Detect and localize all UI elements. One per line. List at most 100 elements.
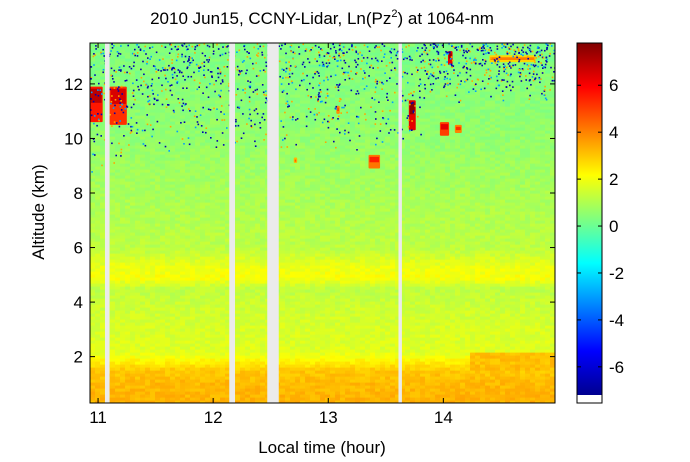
heatmap-cell	[195, 331, 201, 335]
heatmap-cell	[540, 370, 546, 374]
heatmap-cell	[355, 307, 361, 311]
heatmap-cell	[200, 361, 206, 365]
heatmap-cell	[410, 298, 416, 302]
heatmap-cell	[225, 394, 231, 398]
heatmap-cell	[165, 337, 171, 341]
heatmap-cell	[155, 334, 161, 338]
heatmap-cell	[415, 289, 421, 293]
heatmap-cell	[295, 289, 301, 293]
heatmap-cell	[510, 370, 516, 374]
heatmap-cell	[195, 322, 201, 326]
heatmap-cell	[100, 328, 106, 332]
heatmap-cell	[420, 304, 426, 308]
heatmap-cell	[465, 310, 471, 314]
heatmap-cell	[315, 313, 321, 317]
heatmap-cell	[515, 328, 521, 332]
heatmap-cell	[100, 376, 106, 380]
heatmap-cell	[350, 325, 356, 329]
heatmap-cell	[245, 361, 251, 365]
heatmap-cell	[500, 295, 506, 299]
heatmap-cell	[420, 370, 426, 374]
heatmap-cell	[510, 379, 516, 383]
heatmap-cell	[170, 352, 176, 356]
heatmap-cell	[365, 346, 371, 350]
heatmap-cell	[90, 331, 96, 335]
heatmap-cell	[220, 268, 226, 272]
heatmap-cell	[420, 358, 426, 362]
heatmap-cell	[190, 298, 196, 302]
heatmap-cell	[370, 283, 376, 287]
heatmap-cell	[300, 310, 306, 314]
heatmap-cell	[365, 268, 371, 272]
heatmap-cell	[300, 373, 306, 377]
heatmap-cell	[130, 289, 136, 293]
heatmap-cell	[140, 334, 146, 338]
heatmap-cell	[295, 301, 301, 305]
heatmap-cell	[300, 358, 306, 362]
heatmap-cell	[420, 283, 426, 287]
heatmap-cell	[445, 283, 451, 287]
heatmap-cell	[225, 331, 231, 335]
heatmap-cell	[295, 295, 301, 299]
heatmap-cell	[315, 292, 321, 296]
heatmap-cell	[520, 361, 526, 365]
heatmap-cell	[190, 370, 196, 374]
heatmap-cell	[540, 286, 546, 290]
heatmap-cell	[135, 394, 141, 398]
heatmap-cell	[335, 331, 341, 335]
heatmap-cell	[245, 322, 251, 326]
heatmap-cell	[300, 334, 306, 338]
heatmap-cell	[435, 358, 441, 362]
heatmap-cell	[470, 376, 476, 380]
heatmap-cell	[245, 376, 251, 380]
heatmap-cell	[145, 319, 151, 323]
heatmap-cell	[280, 283, 286, 287]
heatmap-cell	[345, 316, 351, 320]
heatmap-cell	[470, 373, 476, 377]
heatmap-cell	[525, 397, 531, 401]
heatmap-cell	[210, 322, 216, 326]
heatmap-cell	[350, 355, 356, 359]
heatmap-cell	[110, 325, 116, 329]
heatmap-cell	[350, 337, 356, 341]
heatmap-cell	[260, 286, 266, 290]
heatmap-cell	[430, 331, 436, 335]
heatmap-cell	[380, 301, 386, 305]
heatmap-cell	[300, 319, 306, 323]
heatmap-cell	[385, 355, 391, 359]
heatmap-cell	[405, 286, 411, 290]
heatmap-cell	[110, 289, 116, 293]
heatmap-cell	[305, 397, 311, 401]
heatmap-cell	[290, 277, 296, 281]
heatmap-cell	[480, 364, 486, 368]
heatmap-cell	[350, 274, 356, 278]
heatmap-cell	[115, 310, 121, 314]
heatmap-cell	[370, 298, 376, 302]
heatmap-cell	[180, 316, 186, 320]
heatmap-cell	[90, 394, 96, 398]
heatmap-cell	[365, 307, 371, 311]
heatmap-cell	[415, 385, 421, 389]
heatmap-cell	[150, 364, 156, 368]
heatmap-cell	[485, 313, 491, 317]
heatmap-cell	[400, 337, 406, 341]
heatmap-cell	[140, 316, 146, 320]
heatmap-cell	[90, 358, 96, 362]
heatmap-cell	[240, 286, 246, 290]
heatmap-cell	[100, 382, 106, 386]
heatmap-cell	[445, 268, 451, 272]
heatmap-cell	[485, 394, 491, 398]
heatmap-cell	[400, 310, 406, 314]
heatmap-cell	[185, 328, 191, 332]
heatmap-cell	[195, 373, 201, 377]
heatmap-cell	[280, 358, 286, 362]
heatmap-cell	[165, 364, 171, 368]
heatmap-cell	[545, 334, 551, 338]
heatmap-cell	[90, 400, 96, 403]
heatmap-cell	[335, 379, 341, 383]
heatmap-cell	[410, 340, 416, 344]
heatmap-cell	[170, 355, 176, 359]
heatmap-cell	[305, 364, 311, 368]
heatmap-cell	[480, 310, 486, 314]
heatmap-cell	[325, 328, 331, 332]
